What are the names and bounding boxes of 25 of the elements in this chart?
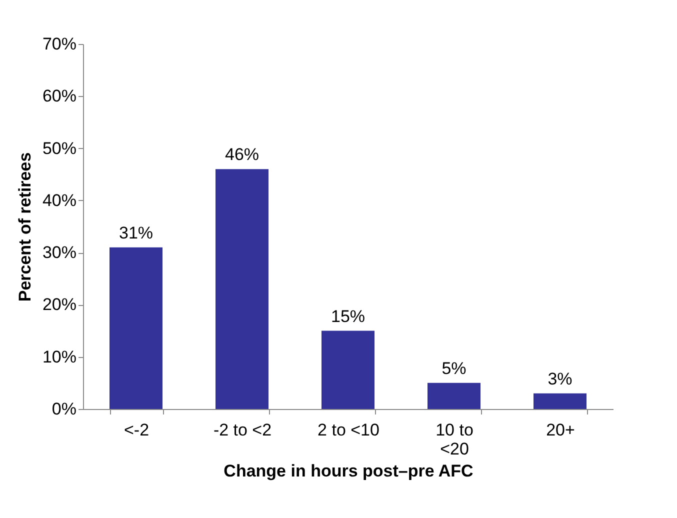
y-tick-label: 0% bbox=[52, 400, 76, 418]
x-tick-label: -2 to <2 bbox=[213, 420, 272, 440]
y-tick-label: 70% bbox=[42, 34, 76, 54]
data-label: 31% bbox=[118, 223, 154, 242]
y-tick-label: 20% bbox=[42, 295, 76, 314]
x-tick-label: 2 to <10 bbox=[318, 420, 380, 440]
data-label: 3% bbox=[548, 369, 572, 388]
bar bbox=[428, 382, 480, 409]
x-tick-label: 10 to <20 bbox=[436, 420, 474, 458]
data-label: 15% bbox=[330, 306, 366, 326]
y-tick-label: 60% bbox=[42, 86, 76, 106]
y-tick-label: 10% bbox=[42, 347, 76, 366]
bar bbox=[534, 393, 586, 409]
y-tick-label: 30% bbox=[42, 243, 76, 262]
y-tick-label: 50% bbox=[42, 138, 76, 158]
bar bbox=[110, 247, 162, 409]
bar bbox=[216, 169, 268, 409]
data-label: 5% bbox=[442, 358, 466, 378]
bar bbox=[322, 330, 374, 409]
x-tick-label: 20+ bbox=[546, 420, 575, 440]
data-label: 46% bbox=[224, 145, 260, 164]
y-tick-label: 40% bbox=[42, 190, 76, 210]
y-axis-title: Percent of retirees bbox=[15, 152, 34, 302]
x-axis-title: Change in hours post–pre AFC bbox=[224, 462, 474, 480]
x-tick-label: <-2 bbox=[124, 420, 150, 440]
